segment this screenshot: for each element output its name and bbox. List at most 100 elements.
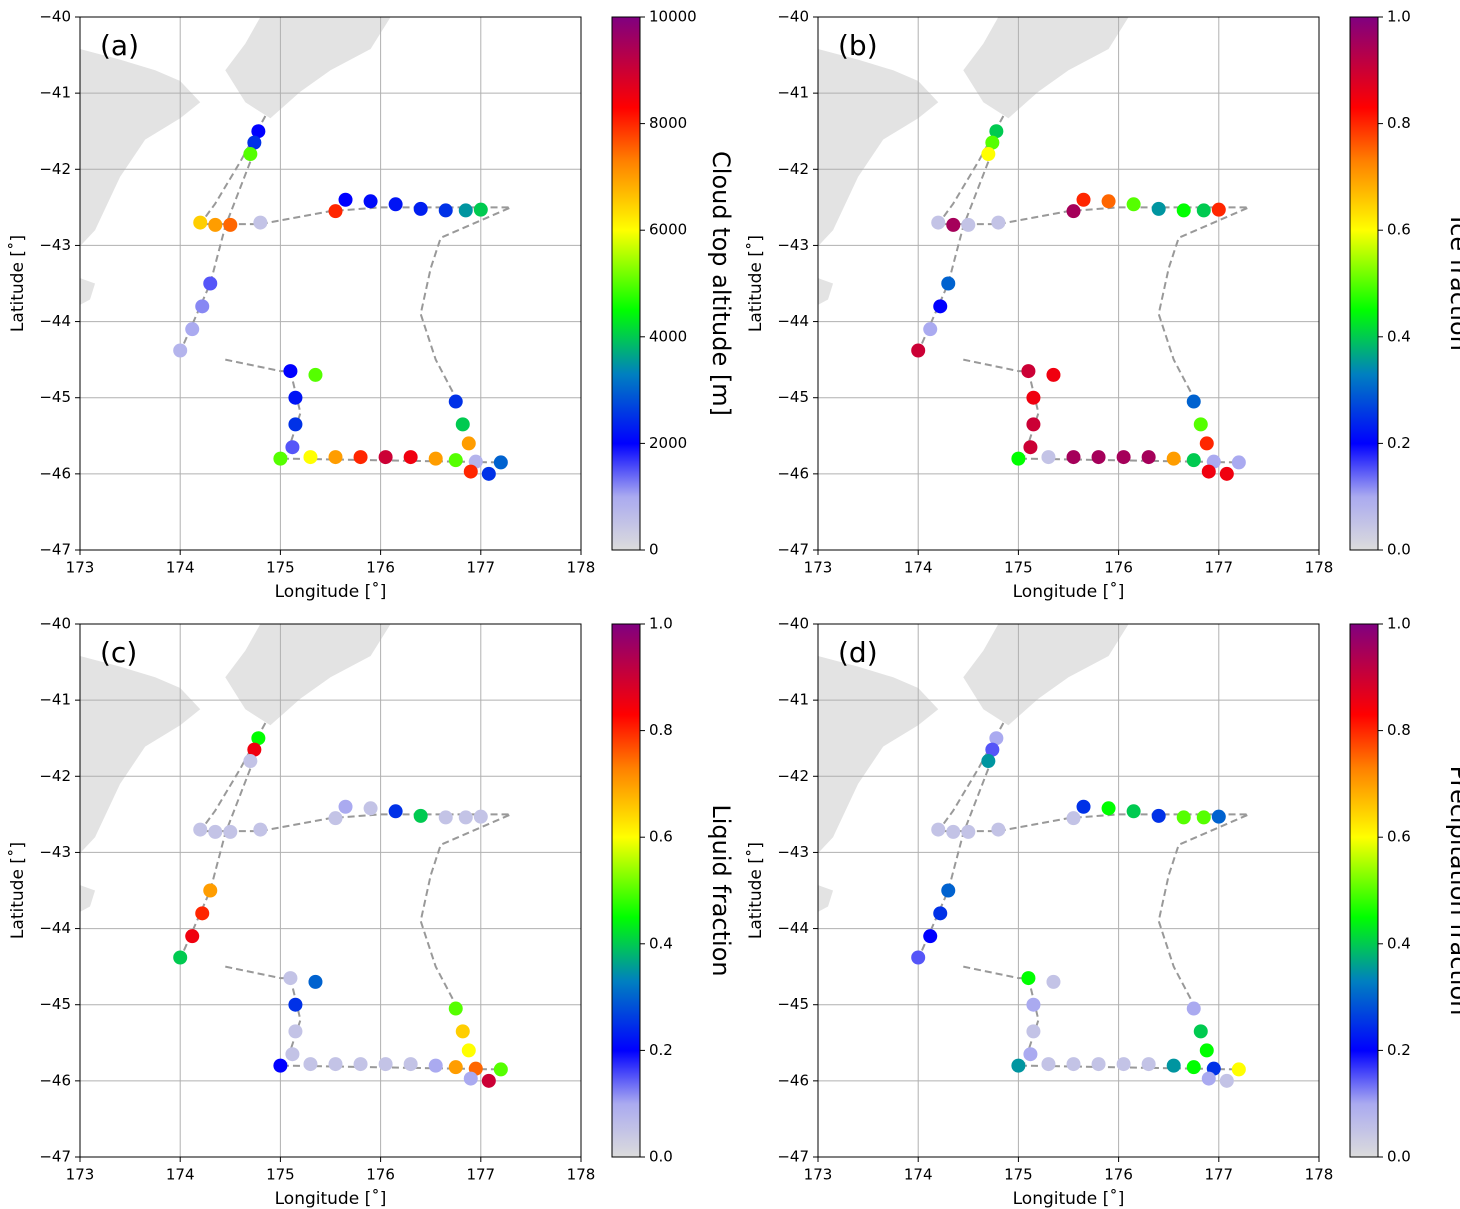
data-point — [493, 455, 508, 470]
y-tick-label: −46 — [777, 464, 809, 482]
data-point — [985, 135, 1000, 150]
data-point — [1211, 809, 1226, 824]
data-point — [253, 215, 268, 230]
data-point — [448, 1001, 463, 1016]
colorbar-tick-label: 4000 — [649, 327, 687, 345]
x-tick-label: 177 — [466, 559, 495, 577]
data-point — [1186, 1001, 1201, 1016]
data-point — [413, 808, 428, 823]
data-point — [1219, 1073, 1234, 1088]
data-point — [981, 754, 996, 769]
data-point — [308, 367, 323, 382]
data-point — [388, 197, 403, 212]
colorbar-tick-label: 2000 — [649, 434, 687, 452]
y-tick-label: −42 — [39, 767, 71, 785]
data-point — [288, 390, 303, 405]
x-tick-label: 176 — [366, 1166, 395, 1184]
data-point — [1076, 799, 1091, 814]
y-tick-label: −45 — [39, 995, 71, 1013]
data-point — [251, 124, 266, 139]
data-point — [193, 215, 208, 230]
data-point — [1211, 202, 1226, 217]
data-point — [985, 742, 1000, 757]
data-point — [1026, 1024, 1041, 1039]
flight-track — [917, 115, 1250, 464]
data-point — [1186, 453, 1201, 468]
colorbar-tick-label: 0 — [649, 541, 659, 559]
colorbar-tick-label: 0.2 — [649, 1041, 673, 1059]
data-point — [1041, 450, 1056, 465]
colorbar-tick-label: 6000 — [649, 221, 687, 239]
data-point — [1126, 804, 1141, 819]
y-tick-label: −44 — [777, 919, 809, 937]
data-point — [1066, 811, 1081, 826]
panel-label: (d) — [838, 636, 878, 669]
data-point — [1201, 464, 1216, 479]
data-point — [288, 997, 303, 1012]
y-axis-label: Latitude [˚] — [7, 235, 28, 332]
data-point — [455, 417, 470, 432]
y-tick-label: −46 — [39, 464, 71, 482]
y-tick-label: −45 — [777, 995, 809, 1013]
x-tick-label: 176 — [1104, 1166, 1133, 1184]
x-tick-label: 175 — [1004, 559, 1033, 577]
data-point — [308, 974, 323, 989]
data-point — [961, 824, 976, 839]
colorbar — [1349, 16, 1379, 551]
data-point — [1196, 203, 1211, 218]
data-point — [448, 394, 463, 409]
colorbar-tick-label: 0.6 — [1387, 221, 1411, 239]
land — [225, 17, 391, 119]
data-point — [338, 192, 353, 207]
colorbar-tick-label: 0.4 — [1387, 327, 1411, 345]
data-point — [253, 822, 268, 837]
x-tick-label: 178 — [1305, 559, 1334, 577]
data-point — [461, 1043, 476, 1058]
x-axis-label: Longitude [˚] — [1013, 581, 1125, 602]
x-tick-label: 174 — [904, 1166, 933, 1184]
data-point — [273, 451, 288, 466]
data-point — [1021, 971, 1036, 986]
y-axis-label: Latitude [˚] — [745, 842, 766, 939]
data-point — [328, 811, 343, 826]
data-point — [991, 215, 1006, 230]
y-tick-label: −43 — [39, 236, 71, 254]
data-point — [1166, 451, 1181, 466]
data-point — [283, 364, 298, 379]
x-tick-label: 174 — [166, 1166, 195, 1184]
colorbar-tick-label: 0.8 — [1387, 721, 1411, 739]
data-point — [363, 194, 378, 209]
data-point — [923, 322, 938, 337]
colorbar-tick-label: 8000 — [649, 114, 687, 132]
y-tick-label: −45 — [777, 388, 809, 406]
data-point — [463, 1071, 478, 1086]
flight-track — [179, 722, 512, 1071]
y-tick-label: −46 — [777, 1071, 809, 1089]
data-point — [195, 906, 210, 921]
data-point — [933, 906, 948, 921]
y-tick-label: −40 — [777, 615, 809, 633]
data-point — [981, 147, 996, 162]
axes-frame — [817, 16, 1320, 551]
data-point — [193, 822, 208, 837]
x-axis-label: Longitude [˚] — [1013, 1188, 1125, 1209]
data-point — [285, 440, 300, 455]
flight-track — [179, 115, 512, 464]
data-point — [203, 883, 218, 898]
data-point — [328, 204, 343, 219]
land — [818, 655, 939, 854]
data-point — [173, 343, 188, 358]
data-point — [388, 804, 403, 819]
x-tick-label: 176 — [366, 559, 395, 577]
data-point — [1231, 1062, 1246, 1077]
x-tick-label: 173 — [66, 559, 95, 577]
panel: 173 174 175 176 177 178 −40 −41 −42 −43 −44 −45 −46 −… — [7, 615, 735, 1209]
data-point — [493, 1062, 508, 1077]
axes-frame — [79, 16, 582, 551]
colorbar-tick-label: 1.0 — [1387, 615, 1411, 633]
panel: 173 174 175 176 177 178 −40 −41 −42 −43 −44 −45 −46 −… — [7, 8, 735, 603]
y-tick-label: −42 — [39, 160, 71, 178]
data-point — [941, 276, 956, 291]
data-point — [481, 466, 496, 481]
land — [225, 624, 391, 726]
